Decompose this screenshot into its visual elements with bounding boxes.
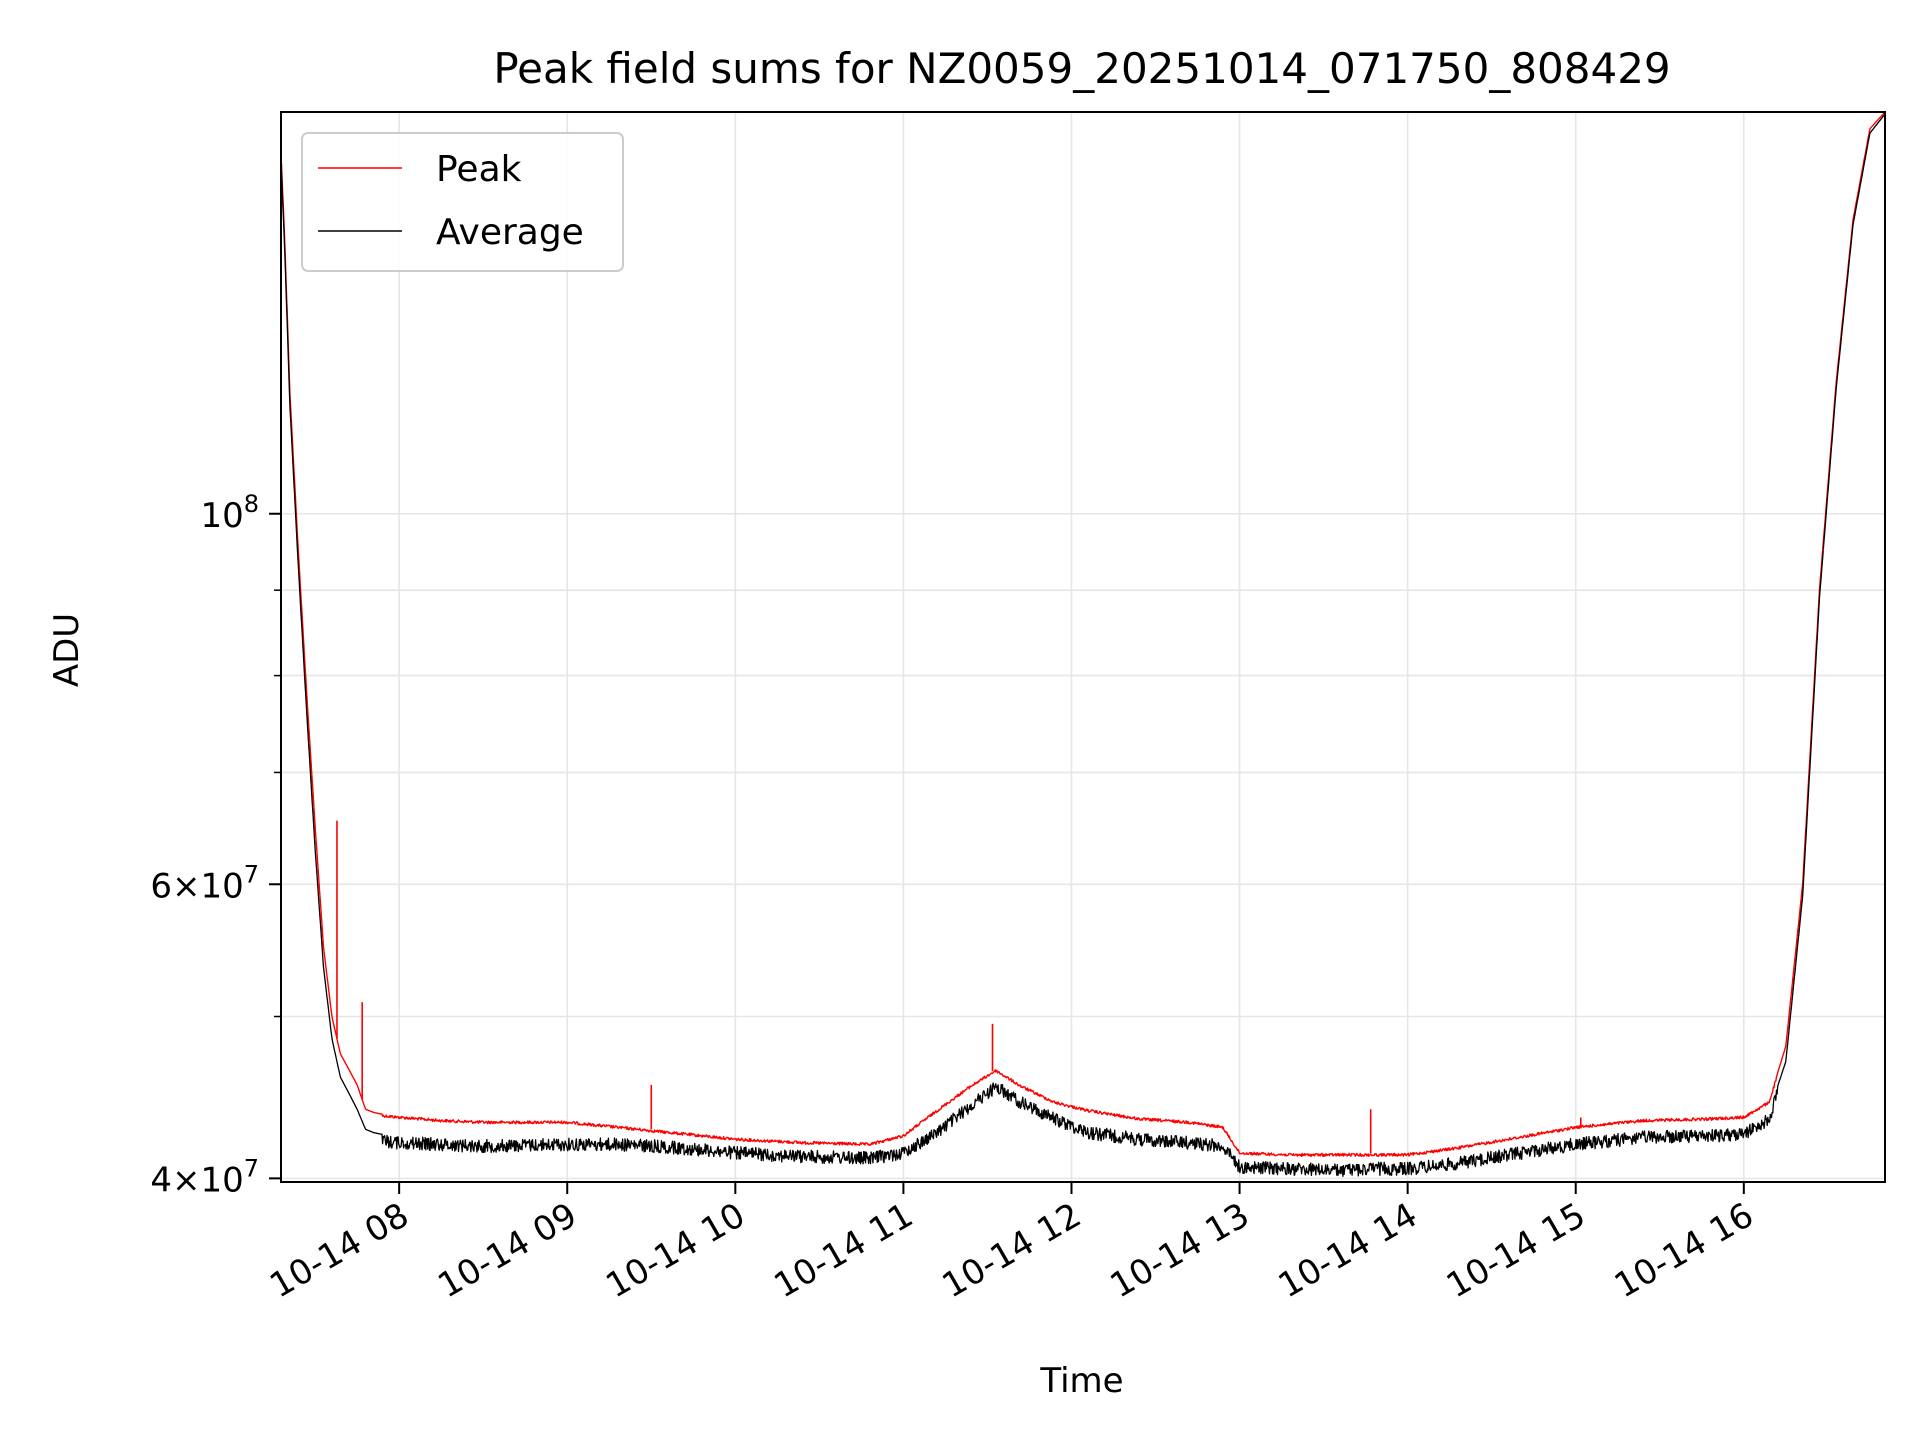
y-axis: 4×107 6×107 108 [150,490,281,1200]
legend-label-peak: Peak [436,149,522,190]
series-layer [281,112,1885,1177]
series-line-average [281,113,1885,1177]
legend: Peak Average [301,132,624,272]
grid-layer [281,112,1885,1182]
legend-label-average: Average [436,212,584,253]
y-axis-label: ADU [47,613,87,687]
plot-area-frame [280,111,1886,1183]
series-line-peak [281,112,1885,1158]
y-tick-label: 108 [200,490,259,536]
chart-title: Peak field sums for NZ0059_20251014_0717… [493,44,1670,93]
y-tick-label: 6×107 [150,860,259,906]
y-tick-label: 4×107 [150,1154,259,1200]
x-axis-label: Time [1039,1361,1123,1401]
